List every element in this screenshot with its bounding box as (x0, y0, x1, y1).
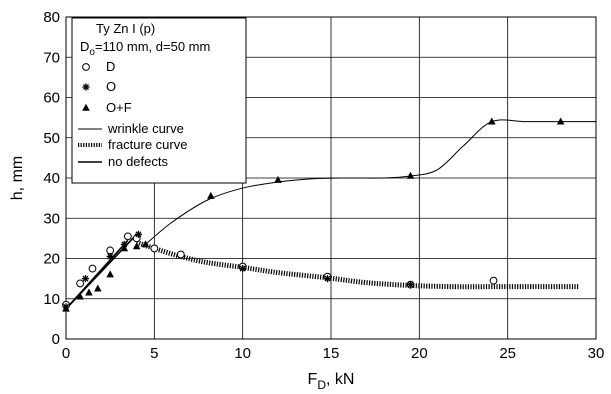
point-of (76, 292, 84, 300)
tick-labels: 0 5 10 15 20 25 30 0 10 20 30 40 50 60 70 80 (43, 9, 604, 362)
point-of (274, 175, 282, 183)
point-d (150, 244, 159, 253)
point-of (132, 242, 141, 250)
y-tick-label: 20 (43, 251, 60, 268)
legend-marker-star (82, 83, 90, 91)
x-tick-label: 30 (588, 345, 605, 362)
x-axis-label: FD, kN (308, 371, 355, 392)
y-axis-label: h, mm (9, 156, 26, 200)
legend-entry: no defects (78, 154, 168, 169)
point-of (120, 244, 129, 252)
y-tick-label: 40 (43, 170, 60, 187)
point-of (406, 171, 415, 179)
x-tick-label: 10 (234, 345, 251, 362)
y-tick-label: 50 (43, 130, 60, 147)
markers-layer (62, 117, 565, 312)
legend-label: O (106, 79, 116, 94)
y-tick-label: 30 (43, 210, 60, 227)
x-tick-label: 25 (499, 345, 516, 362)
point-of (94, 284, 102, 292)
legend-label: no defects (108, 154, 168, 169)
legend-label: D (106, 59, 115, 74)
legend-dimensions: Do=110 mm, d=50 mm (80, 39, 210, 58)
curve-wrinkle-curve (145, 119, 596, 245)
legend-entry: O+F (82, 100, 132, 115)
point-o (406, 281, 415, 289)
point-of (106, 270, 114, 278)
point-d (88, 264, 97, 273)
point-o (81, 275, 90, 283)
point-o (106, 252, 114, 261)
point-d (489, 276, 498, 285)
point-of (487, 117, 496, 125)
legend-label: O+F (106, 100, 132, 115)
legend-entry: fracture curve (78, 137, 187, 152)
point-of (62, 304, 70, 312)
x-axis-label-rest: , kN (326, 371, 354, 388)
legend-dims-main: D (80, 39, 89, 54)
x-tick-label: 5 (150, 345, 158, 362)
x-axis-label-main: F (308, 371, 318, 388)
legend-dims-sub: o (89, 47, 95, 58)
legend-label: fracture curve (108, 137, 187, 152)
legend-dims-rest: =110 mm, d=50 mm (95, 39, 210, 54)
point-d (176, 250, 185, 259)
point-of (207, 191, 215, 199)
y-tick-label: 60 (43, 90, 60, 107)
point-of (556, 117, 565, 125)
point-d (76, 279, 85, 288)
point-of (85, 288, 93, 296)
point-of (141, 240, 150, 248)
y-tick-label: 80 (43, 9, 60, 26)
point-d (123, 232, 132, 241)
legend-entry: wrinkle curve (78, 121, 184, 136)
x-axis-label-sub: D (317, 378, 326, 392)
point-o (323, 275, 332, 283)
x-tick-label: 20 (411, 345, 428, 362)
legend-title: Ty Zn I (p) (96, 21, 155, 36)
y-tick-label: 0 (52, 331, 60, 348)
point-o (134, 230, 143, 238)
legend-marker-circle (82, 63, 90, 71)
legend-label: wrinkle curve (107, 121, 184, 136)
legend-marker-triangle (82, 103, 90, 111)
legend: Ty Zn I (p) Do=110 mm, d=50 mm DOO+Fwrin… (71, 17, 247, 184)
y-tick-label: 10 (43, 291, 60, 308)
point-o (239, 264, 247, 273)
y-tick-label: 70 (43, 49, 60, 66)
x-tick-label: 15 (323, 345, 340, 362)
legend-entry: O (82, 79, 116, 94)
point-d (106, 246, 115, 255)
legend-box (71, 17, 247, 184)
curve-no-defects (65, 239, 129, 310)
x-tick-label: 0 (62, 345, 70, 362)
legend-entry: D (82, 59, 115, 74)
